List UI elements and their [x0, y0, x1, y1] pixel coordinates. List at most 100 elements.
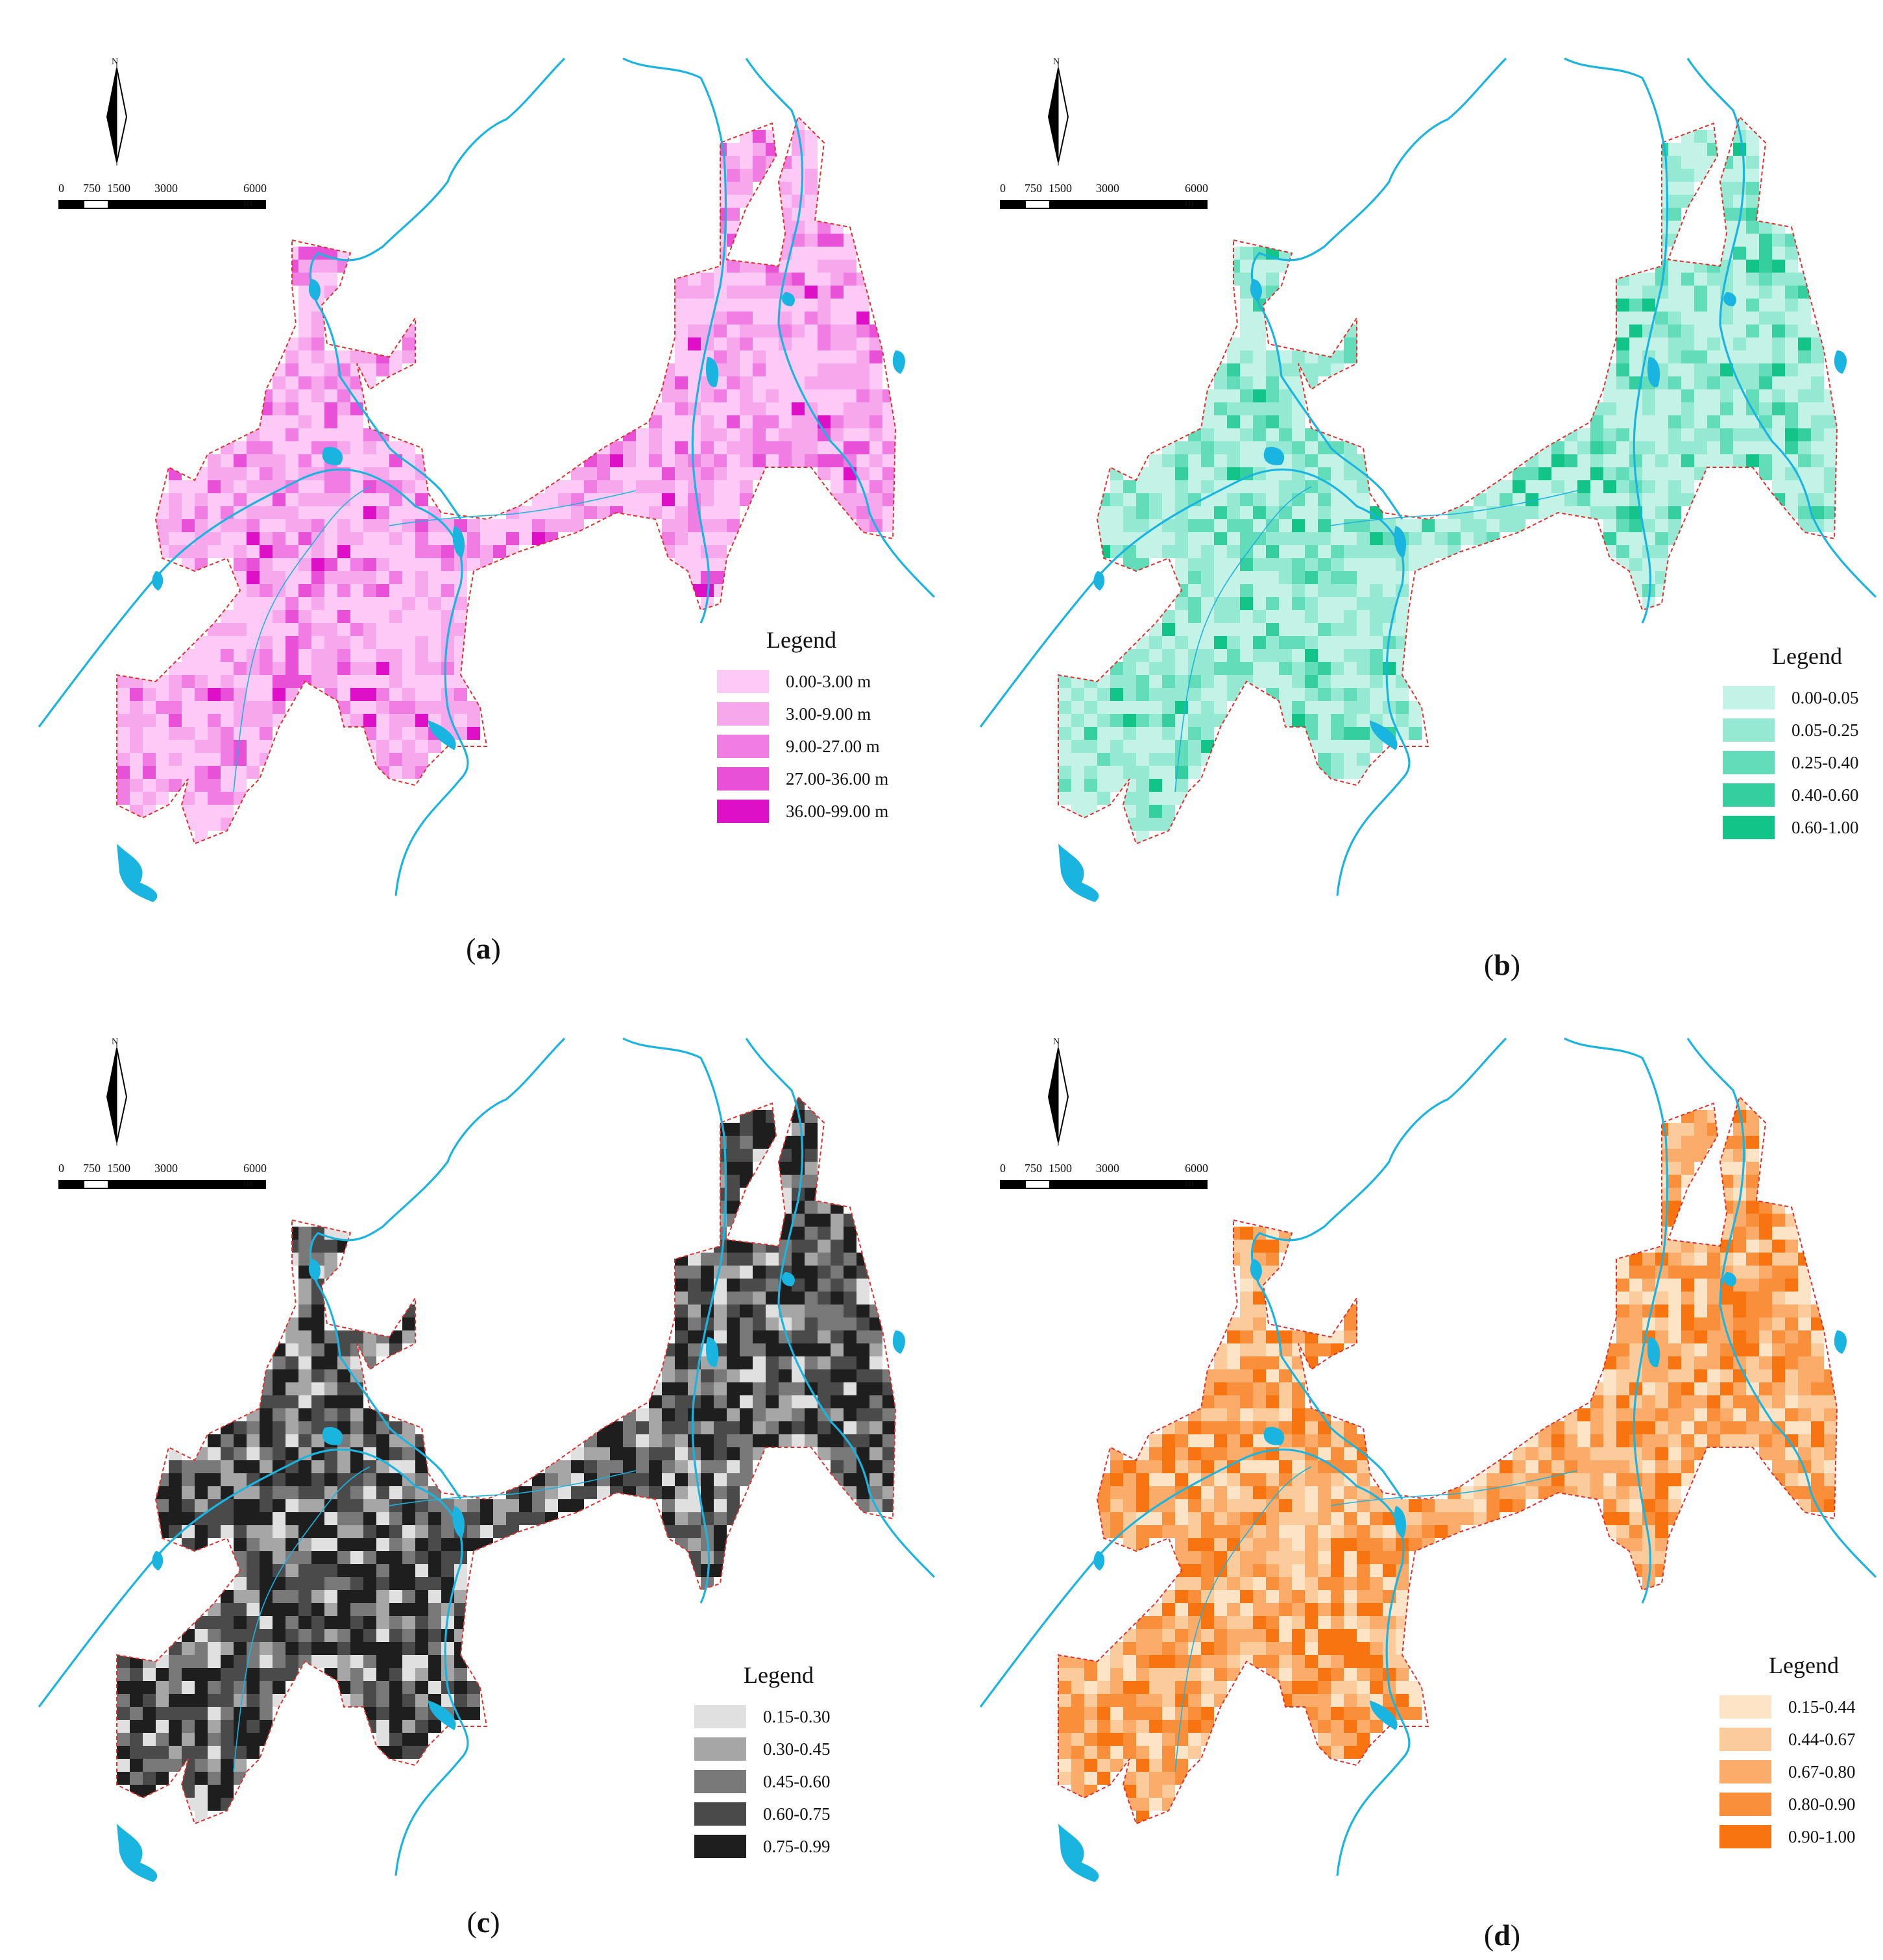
- panel-b: N 0 750 1500 3000 6000 m Legend 0.00-0.05 0.05-0…: [942, 0, 1883, 982]
- raster-layer: [117, 117, 895, 844]
- legend-swatch: [694, 1802, 746, 1826]
- legend-label: 0.60-1.00: [1792, 817, 1859, 837]
- panel-caption: (a): [419, 931, 548, 966]
- legend-item: 0.25-0.40: [1723, 746, 1883, 779]
- map-canvas: [979, 57, 1877, 902]
- lake-shape: [1250, 1259, 1262, 1281]
- lake-shape: [322, 1427, 343, 1445]
- river-line: [309, 1037, 566, 1500]
- legend-item: 36.00-99.00 m: [717, 795, 888, 827]
- legend-label: 0.30-0.45: [763, 1739, 831, 1759]
- legend-item: 0.90-1.00: [1719, 1820, 1883, 1853]
- scale-label: 6000 m: [243, 182, 267, 208]
- scale-segment: [1096, 201, 1206, 208]
- legend-item: 0.60-1.00: [1723, 811, 1883, 844]
- scale-bar: 0 750 1500 3000 6000 m: [1000, 1162, 1208, 1189]
- caption-paren-open: (: [466, 932, 476, 965]
- lake-shape: [782, 1272, 795, 1286]
- legend-item: 3.00-9.00 m: [717, 698, 888, 730]
- study-area-boundary: [116, 1096, 897, 1825]
- legend-item: 0.80-0.90: [1719, 1788, 1883, 1820]
- map-canvas: [38, 1037, 936, 1882]
- legend-label: 0.75-0.99: [763, 1836, 831, 1856]
- legend-swatch: [1723, 783, 1775, 807]
- legend: Legend 0.00-0.05 0.05-0.25 0.25-0.40 0.40-0.…: [1723, 643, 1883, 844]
- legend-label: 9.00-27.00 m: [786, 736, 880, 756]
- north-label: N: [112, 57, 119, 67]
- caption-letter: b: [1494, 948, 1511, 981]
- river-line: [1250, 1037, 1507, 1500]
- lake-shape: [152, 571, 164, 591]
- legend-label: 0.15-0.44: [1788, 1697, 1856, 1717]
- caption-letter: d: [1494, 1918, 1511, 1952]
- scale-bar: 0 750 1500 3000 6000 m: [58, 1162, 267, 1189]
- river-line: [389, 490, 637, 526]
- scale-label: 6000 m: [1185, 182, 1208, 208]
- legend-title: Legend: [744, 1662, 814, 1688]
- lake-shape: [1370, 720, 1398, 750]
- legend-label: 0.15-0.30: [763, 1706, 831, 1726]
- lake-shape: [1647, 357, 1660, 387]
- scale-label: 0: [58, 182, 64, 195]
- north-arrow-icon: [1047, 1042, 1069, 1145]
- scale-label: 1500: [107, 1162, 130, 1175]
- scale-label: 750: [83, 182, 101, 195]
- scale-segment: [84, 1181, 108, 1188]
- legend-swatch: [1723, 751, 1775, 774]
- lake-shape: [1834, 350, 1847, 374]
- legend-item: 0.15-0.30: [694, 1700, 863, 1733]
- legend-swatch: [694, 1835, 746, 1858]
- lake-shape: [452, 1506, 465, 1538]
- legend-item: 0.60-0.75: [694, 1798, 863, 1830]
- scale-segment: [1025, 1181, 1050, 1188]
- scale-segment: [1001, 1181, 1026, 1188]
- raster-layer: [117, 1097, 895, 1824]
- scale-label: 1500: [1049, 182, 1072, 195]
- lake-shape: [1394, 1506, 1406, 1538]
- river-line: [1174, 1466, 1312, 1772]
- scale-label: 3000: [1096, 1162, 1119, 1175]
- caption-paren-close: ): [1510, 948, 1521, 981]
- legend-title: Legend: [1772, 643, 1842, 669]
- caption-paren-close: ): [491, 932, 501, 965]
- panel-c: N 0 750 1500 3000 6000 m Legend 0.15-0.30 0.30-0…: [0, 980, 942, 1960]
- scale-segment: [1049, 201, 1097, 208]
- scale-label: 1500: [1049, 1162, 1072, 1175]
- lake-shape: [892, 350, 905, 374]
- lake-shape: [1394, 526, 1406, 558]
- scale-label: 3000: [154, 1162, 178, 1175]
- legend-item: 27.00-36.00 m: [717, 763, 888, 795]
- panel-caption: (c): [419, 1905, 548, 1939]
- panel-caption: (b): [1437, 948, 1567, 982]
- legend-label: 0.05-0.25: [1792, 720, 1859, 740]
- map-canvas: [38, 57, 936, 902]
- panel-a: N 0 750 1500 3000 6000 m Legend 0.00-3.00 m 3.00…: [0, 0, 942, 980]
- map-canvas: [979, 1037, 1877, 1882]
- river-line: [1564, 57, 1669, 624]
- river-line: [622, 1037, 727, 1604]
- legend-item: 0.67-0.80: [1719, 1756, 1883, 1788]
- scale-bar: 0 750 1500 3000 6000 m: [58, 182, 267, 209]
- panel-d: N 0 750 1500 3000 6000 m Legend 0.15-0.44 0.44-0…: [942, 980, 1883, 1960]
- legend-swatch: [717, 702, 769, 726]
- caption-paren-open: (: [1483, 1918, 1494, 1952]
- legend-title: Legend: [1769, 1652, 1839, 1678]
- lake-shape: [1250, 279, 1262, 301]
- study-area-boundary: [116, 116, 897, 845]
- scale-segment: [60, 201, 84, 208]
- legend: Legend 0.15-0.44 0.44-0.67 0.67-0.80 0.80-0.…: [1719, 1652, 1883, 1853]
- north-label: N: [1053, 1037, 1060, 1047]
- legend-label: 3.00-9.00 m: [786, 704, 871, 724]
- legend-label: 0.67-0.80: [1788, 1761, 1856, 1782]
- scale-label: 0: [1000, 182, 1006, 195]
- legend-item: 0.40-0.60: [1723, 779, 1883, 811]
- legend-item: 0.45-0.60: [694, 1765, 863, 1798]
- scale-label: 0: [58, 1162, 64, 1175]
- legend-label: 0.45-0.60: [763, 1771, 831, 1791]
- legend-title: Legend: [766, 627, 836, 653]
- scale-segment: [1096, 1181, 1206, 1188]
- scale-label: 750: [83, 1162, 101, 1175]
- lake-shape: [782, 292, 795, 306]
- scale-segment: [154, 201, 265, 208]
- caption-paren-close: ): [1510, 1918, 1521, 1952]
